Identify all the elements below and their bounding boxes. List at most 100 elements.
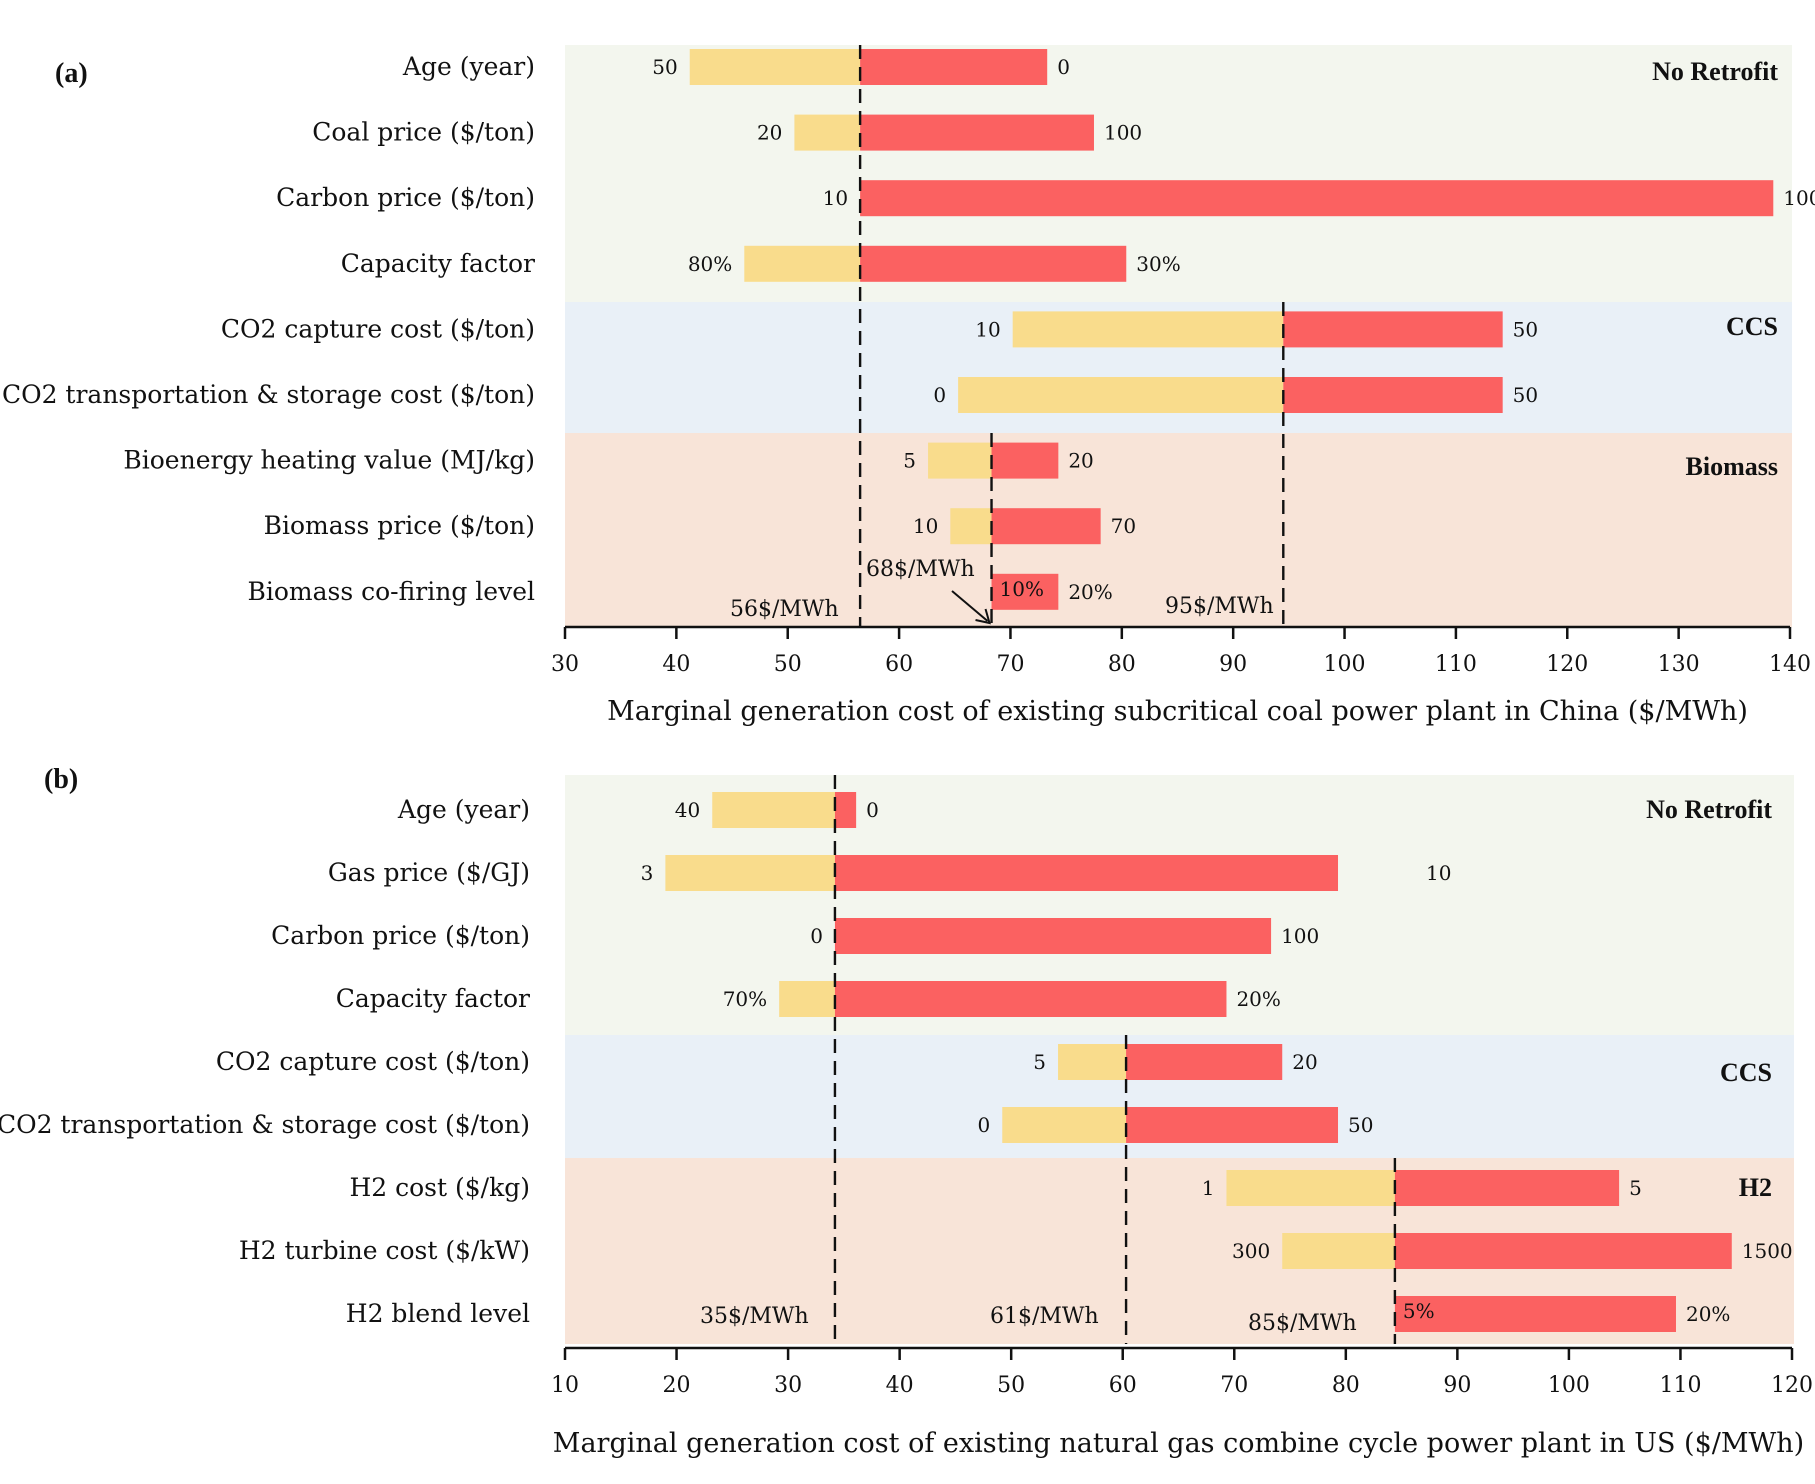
low-scenario-bar (1058, 1044, 1127, 1080)
row-label: Coal price ($/ton) (312, 118, 535, 147)
section-label: No Retrofit (1652, 57, 1778, 86)
low-scenario-bar (744, 245, 861, 282)
row-label: Capacity factor (341, 249, 535, 278)
x-tick-label: 60 (1109, 1373, 1137, 1398)
section-label: H2 (1739, 1173, 1772, 1202)
low-value-label: 10 (823, 186, 848, 210)
x-tick-label: 50 (774, 652, 802, 677)
high-value-label: 70 (1111, 514, 1136, 538)
high-value-label: 20 (1292, 1050, 1317, 1074)
x-tick-label: 40 (886, 1373, 914, 1398)
section-background (565, 433, 1792, 627)
high-scenario-bar (991, 573, 1059, 610)
high-scenario-bar (834, 855, 1339, 891)
x-tick-label: 80 (1332, 1373, 1360, 1398)
x-tick-label: 80 (1108, 652, 1136, 677)
high-value-label: 0 (866, 798, 879, 822)
high-value-label: 100 (1281, 924, 1319, 948)
low-scenario-bar (794, 114, 861, 151)
high-scenario-bar (860, 245, 1127, 282)
high-value-label: 20% (1068, 580, 1112, 604)
baseline-value-annotation: 95$/MWh (1165, 594, 1274, 619)
row-label: Gas price ($/GJ) (328, 858, 530, 887)
low-value-label: 5 (1033, 1050, 1046, 1074)
baseline-value-annotation: 85$/MWh (1248, 1311, 1357, 1336)
low-value-label: 0 (978, 1113, 991, 1137)
x-tick-label: 70 (1220, 1373, 1248, 1398)
high-scenario-bar (991, 442, 1059, 479)
high-scenario-bar (834, 792, 857, 828)
x-axis-title: Marginal generation cost of existing nat… (553, 1428, 1804, 1459)
high-scenario-bar (1283, 377, 1503, 413)
high-scenario-bar (860, 180, 1774, 217)
low-scenario-bar (689, 49, 861, 85)
x-tick-label: 90 (1443, 1373, 1471, 1398)
high-value-label: 5 (1629, 1176, 1642, 1200)
row-label: H2 cost ($/kg) (349, 1173, 530, 1202)
row-label: CO2 transportation & storage cost ($/ton… (0, 1110, 530, 1139)
x-tick-label: 120 (1546, 652, 1588, 677)
high-value-label: 20% (1236, 987, 1280, 1011)
low-value-label: 70% (723, 987, 767, 1011)
x-tick-label: 110 (1435, 652, 1477, 677)
high-scenario-bar (860, 114, 1094, 151)
annotation-arrow-shaft (951, 590, 989, 622)
high-value-label: 20 (1068, 449, 1093, 473)
row-label: Carbon price ($/ton) (271, 921, 530, 950)
row-label: Biomass co-firing level (247, 577, 535, 606)
high-value-label: 50 (1513, 317, 1538, 341)
inner-value-label: 10% (1000, 577, 1044, 601)
x-tick-label: 40 (662, 652, 690, 677)
low-scenario-bar (1282, 1233, 1395, 1269)
x-tick-label: 30 (774, 1373, 802, 1398)
high-value-label: 30% (1136, 252, 1180, 276)
low-scenario-bar (665, 855, 835, 891)
x-tick-label: 110 (1659, 1373, 1701, 1398)
row-label: H2 blend level (346, 1299, 530, 1328)
low-value-label: 10 (913, 514, 938, 538)
high-value-label: 1500 (1742, 1239, 1793, 1263)
row-label: Carbon price ($/ton) (276, 183, 535, 212)
x-tick-label: 60 (885, 652, 913, 677)
row-label: Capacity factor (336, 984, 530, 1013)
low-scenario-bar (1012, 311, 1284, 348)
x-tick-label: 140 (1769, 652, 1811, 677)
low-value-label: 3 (641, 861, 654, 885)
row-label: CO2 transportation & storage cost ($/ton… (2, 380, 535, 409)
high-value-label: 50 (1348, 1113, 1373, 1137)
panel-label: (a) (55, 58, 88, 89)
high-scenario-bar (991, 508, 1101, 545)
low-value-label: 1 (1202, 1176, 1215, 1200)
row-label: Age (year) (397, 795, 530, 824)
high-value-label: 20% (1686, 1302, 1730, 1326)
high-value-label: 50 (1513, 383, 1538, 407)
low-value-label: 5 (903, 449, 916, 473)
row-label: H2 turbine cost ($/kW) (239, 1236, 530, 1265)
x-tick-label: 100 (1548, 1373, 1590, 1398)
high-scenario-bar (834, 918, 1272, 954)
high-value-label: 100 (1783, 186, 1815, 210)
row-label: Bioenergy heating value (MJ/kg) (123, 446, 535, 475)
low-scenario-bar (712, 792, 835, 828)
row-label: Age (year) (402, 52, 535, 81)
section-label: No Retrofit (1646, 795, 1772, 824)
x-tick-label: 100 (1324, 652, 1366, 677)
high-value-label: 0 (1057, 55, 1070, 79)
low-value-label: 0 (933, 383, 946, 407)
low-value-label: 0 (810, 924, 823, 948)
low-value-label: 80% (688, 252, 732, 276)
low-value-label: 20 (757, 121, 782, 145)
high-scenario-bar (1126, 1044, 1283, 1080)
x-tick-label: 120 (1771, 1373, 1813, 1398)
low-scenario-bar (779, 981, 835, 1017)
baseline-value-annotation: 61$/MWh (990, 1304, 1099, 1329)
x-tick-label: 30 (551, 652, 579, 677)
high-value-label: 10 (1426, 861, 1451, 885)
low-scenario-bar (1002, 1107, 1127, 1143)
low-value-label: 10 (975, 317, 1000, 341)
x-axis-title: Marginal generation cost of existing sub… (607, 696, 1748, 727)
high-scenario-bar (1283, 311, 1503, 348)
